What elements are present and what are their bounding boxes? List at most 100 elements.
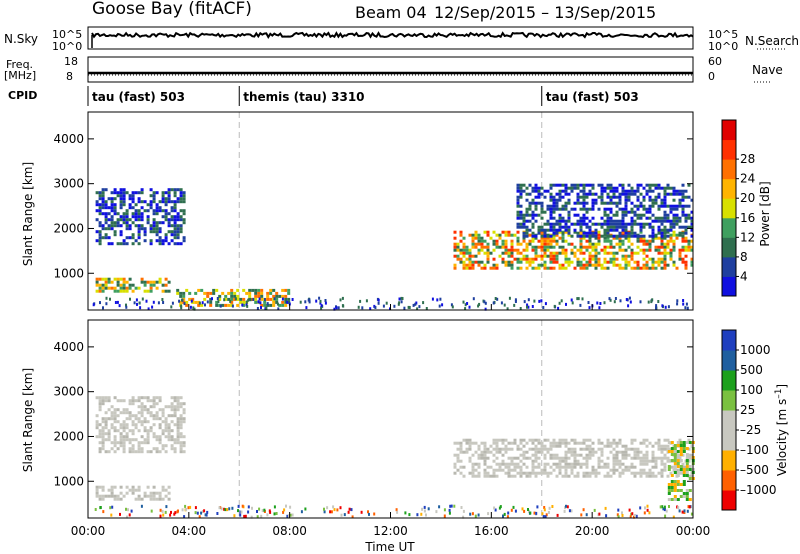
heatmap-cell	[519, 465, 523, 469]
heatmap-cell	[543, 465, 547, 469]
heatmap-cell	[555, 222, 559, 226]
heatmap-cell	[143, 283, 147, 287]
heatmap-cell	[128, 429, 132, 433]
heatmap-cell	[582, 257, 586, 261]
heatmap-cell	[245, 291, 249, 295]
heatmap-cell	[119, 441, 123, 445]
heatmap-cell	[483, 239, 487, 243]
heatmap-cell	[579, 219, 583, 223]
heatmap-cell	[612, 254, 616, 258]
heatmap-cell	[534, 444, 538, 448]
heatmap-cell	[540, 234, 544, 238]
heatmap-cell	[675, 222, 679, 226]
y-tick-label: 1000	[53, 266, 84, 280]
heatmap-cell	[650, 300, 653, 304]
heatmap-cell	[110, 215, 114, 219]
heatmap-cell	[570, 471, 574, 475]
heatmap-cell	[107, 450, 111, 454]
heatmap-cell	[630, 254, 634, 258]
heatmap-cell	[648, 474, 652, 478]
heatmap-cell	[648, 198, 652, 202]
heatmap-cell	[582, 245, 586, 249]
heatmap-cell	[158, 426, 162, 430]
heatmap-cell	[179, 294, 183, 298]
heatmap-cell	[594, 228, 598, 232]
heatmap-cell	[609, 441, 613, 445]
heatmap-cell	[588, 453, 592, 457]
heatmap-cell	[690, 228, 694, 232]
heatmap-cell	[236, 288, 240, 292]
heatmap-cell	[621, 183, 625, 187]
heatmap-cell	[615, 225, 619, 229]
heatmap-cell	[627, 222, 631, 226]
heatmap-cell	[122, 444, 126, 448]
heatmap-cell	[576, 297, 579, 301]
heatmap-cell	[131, 399, 135, 403]
heatmap-cell	[618, 207, 622, 211]
y-tick-label: 4000	[53, 340, 84, 354]
heatmap-cell	[591, 450, 595, 454]
heatmap-cell	[161, 298, 164, 301]
power-heatmap	[92, 183, 694, 311]
heatmap-cell	[167, 414, 171, 418]
heatmap-cell	[543, 254, 547, 258]
heatmap-cell	[221, 291, 225, 295]
heatmap-cell	[672, 222, 676, 226]
heatmap-cell	[573, 266, 577, 270]
heatmap-cell	[606, 474, 610, 478]
heatmap-cell	[107, 408, 111, 412]
heatmap-cell	[125, 212, 129, 216]
heatmap-cell	[685, 462, 689, 465]
heatmap-cell	[585, 456, 589, 460]
heatmap-cell	[122, 435, 126, 439]
heatmap-cell	[681, 225, 685, 229]
heatmap-cell	[519, 204, 523, 208]
heatmap-cell	[503, 512, 506, 516]
heatmap-cell	[642, 462, 646, 466]
heatmap-cell	[137, 227, 141, 231]
heatmap-cell	[531, 441, 535, 445]
heatmap-cell	[594, 198, 598, 202]
heatmap-cell	[506, 515, 509, 519]
heatmap-cell	[140, 441, 144, 445]
heatmap-cell	[286, 300, 289, 304]
heatmap-cell	[504, 444, 508, 448]
heatmap-cell	[642, 239, 646, 243]
heatmap-cell	[158, 396, 162, 400]
heatmap-cell	[549, 234, 553, 238]
heatmap-cell	[134, 212, 138, 216]
x-axis-label: Time UT	[364, 540, 415, 554]
heatmap-cell	[140, 405, 144, 409]
heatmap-cell	[101, 224, 105, 228]
heatmap-cell	[194, 511, 197, 515]
heatmap-cell	[273, 505, 276, 509]
heatmap-cell	[564, 450, 568, 454]
heatmap-cell	[549, 195, 553, 199]
heatmap-cell	[573, 186, 577, 190]
heatmap-cell	[161, 420, 165, 424]
heatmap-cell	[576, 219, 580, 223]
heatmap-cell	[501, 468, 505, 472]
heatmap-cell	[618, 465, 622, 469]
heatmap-cell	[471, 263, 475, 267]
colorbar-tick-label: 25	[740, 403, 755, 417]
heatmap-cell	[660, 471, 664, 475]
heatmap-cell	[537, 195, 541, 199]
heatmap-cell	[263, 303, 267, 307]
heatmap-cell	[242, 300, 246, 304]
heatmap-cell	[516, 230, 520, 234]
heatmap-cell	[307, 298, 310, 302]
heatmap-cell	[612, 257, 616, 261]
colorbar-segment	[722, 237, 736, 258]
heatmap-cell	[95, 423, 99, 427]
heatmap-cell	[128, 447, 132, 451]
heatmap-cell	[672, 213, 676, 217]
heatmap-cell	[564, 225, 568, 229]
heatmap-cell	[407, 305, 410, 309]
heatmap-cell	[98, 485, 102, 489]
heatmap-cell	[134, 488, 138, 492]
heatmap-cell	[134, 209, 138, 213]
heatmap-cell	[176, 429, 180, 433]
heatmap-cell	[182, 191, 186, 195]
heatmap-cell	[522, 219, 526, 223]
